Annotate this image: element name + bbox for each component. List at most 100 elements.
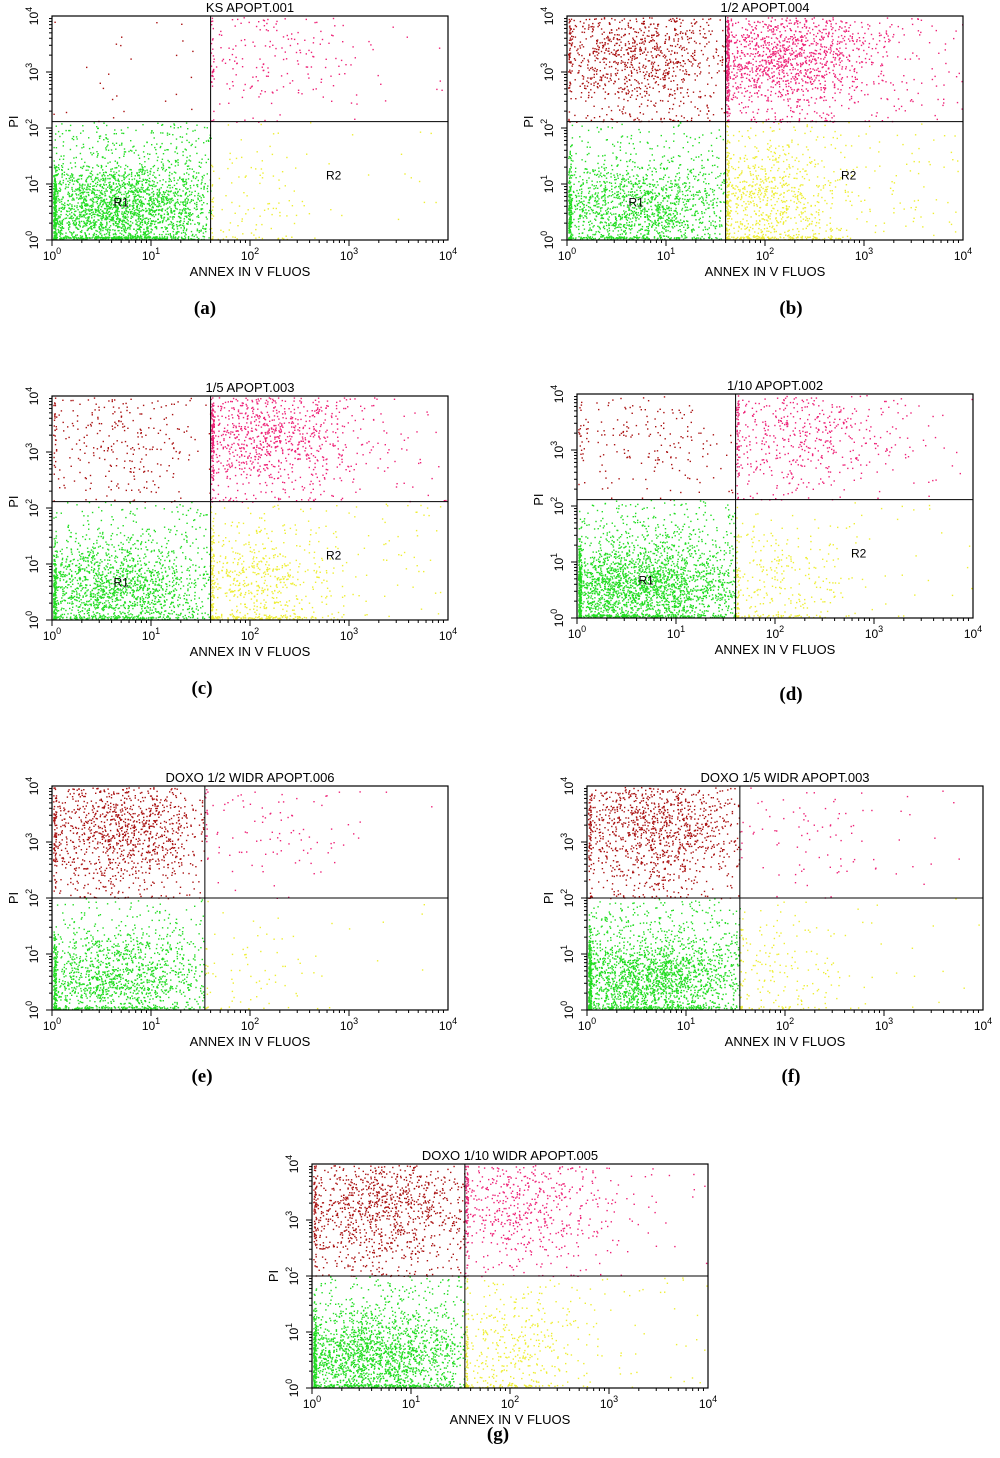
event-dot xyxy=(117,202,119,204)
event-dot xyxy=(638,128,640,131)
event-dot xyxy=(117,237,119,240)
event-dot xyxy=(167,207,169,209)
event-dot xyxy=(178,216,181,218)
event-dot xyxy=(646,229,649,232)
event-dot xyxy=(571,137,574,139)
event-dot xyxy=(108,202,111,204)
event-dot xyxy=(54,227,57,229)
y-axis-label: PI xyxy=(6,115,21,127)
event-dot xyxy=(601,221,603,224)
event-dot xyxy=(185,180,187,182)
event-dot xyxy=(138,195,140,198)
event-dot xyxy=(111,98,114,101)
event-dot xyxy=(664,219,667,222)
event-dot xyxy=(78,183,81,185)
event-dot xyxy=(159,203,161,205)
event-dot xyxy=(220,229,222,231)
event-dot xyxy=(651,213,653,216)
event-dot xyxy=(84,214,86,216)
event-dot xyxy=(228,229,230,231)
event-dot xyxy=(693,175,695,177)
event-dot xyxy=(322,96,324,98)
event-dot xyxy=(117,178,119,180)
event-dot xyxy=(102,229,104,232)
event-dot xyxy=(659,216,661,218)
event-dot xyxy=(185,205,187,207)
event-dot xyxy=(200,208,202,211)
event-dot xyxy=(324,66,327,69)
event-dot xyxy=(699,221,702,224)
event-dot xyxy=(176,188,178,190)
event-dot xyxy=(630,188,633,190)
event-dot xyxy=(53,224,55,226)
event-dot xyxy=(580,184,582,187)
event-dot xyxy=(101,186,104,189)
event-dot xyxy=(130,238,133,241)
event-dot xyxy=(219,103,221,105)
event-dot xyxy=(158,196,160,198)
chart-title: KS APOPT.001 xyxy=(206,0,294,15)
event-dot xyxy=(135,223,137,226)
event-dot xyxy=(118,191,120,193)
event-dot xyxy=(119,192,121,194)
event-dot xyxy=(288,200,290,202)
event-dot xyxy=(675,183,677,185)
event-dot xyxy=(110,197,112,199)
event-dot xyxy=(125,164,127,167)
event-dot xyxy=(81,235,84,237)
event-dot xyxy=(212,27,214,30)
event-dot xyxy=(651,198,653,200)
event-dot xyxy=(59,183,62,185)
event-dot xyxy=(135,200,137,202)
event-dot xyxy=(114,129,116,131)
event-dot xyxy=(715,201,718,204)
event-dot xyxy=(165,227,168,229)
event-dot xyxy=(659,178,661,180)
event-dot xyxy=(170,125,172,128)
event-dot xyxy=(64,217,66,220)
event-dot xyxy=(154,197,157,200)
event-dot xyxy=(98,225,100,228)
event-dot xyxy=(136,221,138,223)
event-dot xyxy=(720,210,722,212)
event-dot xyxy=(89,183,92,185)
event-dot xyxy=(669,220,671,222)
event-dot xyxy=(150,231,152,234)
event-dot xyxy=(111,198,113,200)
event-dot xyxy=(160,197,162,199)
event-dot xyxy=(710,132,713,134)
event-dot xyxy=(410,177,412,179)
event-dot xyxy=(279,211,281,214)
event-dot xyxy=(61,226,63,228)
event-dot xyxy=(190,223,192,225)
event-dot xyxy=(76,206,78,209)
event-dot xyxy=(689,208,691,211)
event-dot xyxy=(104,236,107,238)
event-dot xyxy=(332,17,335,20)
event-dot xyxy=(570,198,573,201)
event-dot xyxy=(661,195,664,197)
event-dot xyxy=(84,203,86,205)
event-dot xyxy=(115,179,117,182)
event-dot xyxy=(588,199,590,201)
event-dot xyxy=(641,210,643,212)
event-dot xyxy=(138,224,140,227)
event-dot xyxy=(586,179,588,182)
event-dot xyxy=(660,215,662,218)
event-dot xyxy=(237,225,239,227)
event-dot xyxy=(123,185,125,187)
event-dot xyxy=(620,236,622,238)
event-dot xyxy=(201,158,203,160)
event-dot xyxy=(715,237,717,239)
event-dot xyxy=(90,198,92,200)
event-dot xyxy=(688,185,691,188)
event-dot xyxy=(651,199,653,201)
event-dot xyxy=(170,180,172,182)
event-dot xyxy=(144,178,147,181)
event-dot xyxy=(200,162,203,164)
event-dot xyxy=(676,197,678,199)
event-dot xyxy=(296,60,299,62)
event-dot xyxy=(60,237,63,239)
event-dot xyxy=(105,219,107,221)
event-dot xyxy=(189,168,191,170)
